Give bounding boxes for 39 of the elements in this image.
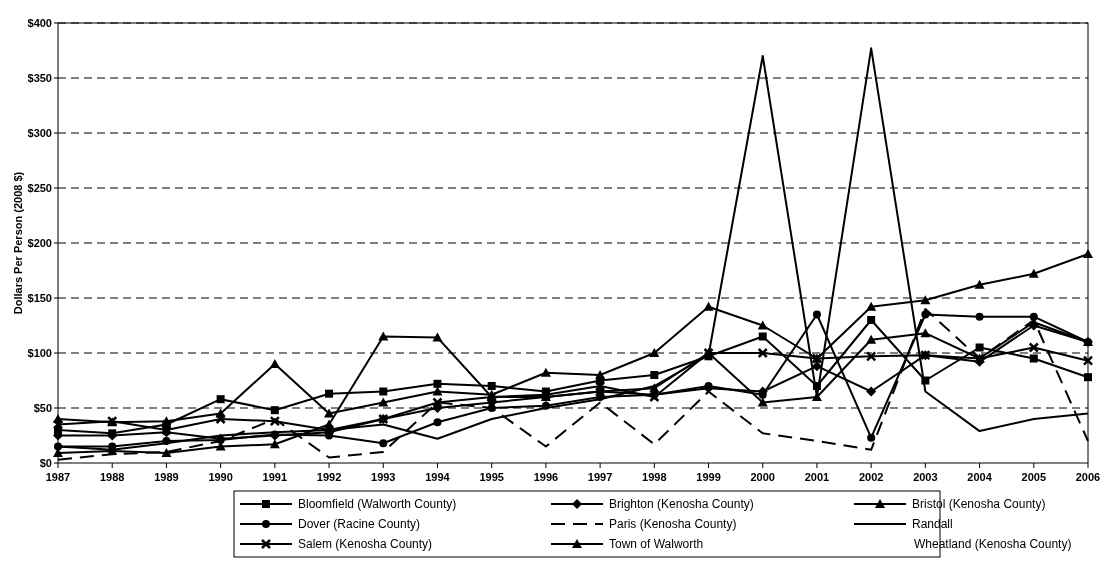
legend-label: Bloomfield (Walworth County) xyxy=(298,497,457,512)
x-tick-label: 1989 xyxy=(154,471,179,483)
y-tick-label: $100 xyxy=(27,346,52,359)
y-tick-label: $0 xyxy=(39,456,52,469)
legend-label: Dover (Racine County) xyxy=(298,517,421,532)
x-tick-label: 1994 xyxy=(425,471,451,483)
x-tick-label: 2000 xyxy=(750,471,775,483)
y-axis-title: Dollars Per Person (2008 $) xyxy=(12,171,24,315)
legend-label: Brighton (Kenosha County) xyxy=(609,497,754,512)
x-tick-label: 1997 xyxy=(587,471,613,483)
x-tick-label: 1990 xyxy=(208,471,233,483)
y-tick-label: $400 xyxy=(27,16,52,29)
x-tick-label: 1999 xyxy=(696,471,721,483)
x-tick-label: 1995 xyxy=(479,471,504,483)
text: Wheatland (Kenosha County) xyxy=(914,537,1072,552)
legend-label: Salem (Kenosha County) xyxy=(298,537,433,552)
x-tick-label: 1988 xyxy=(99,471,125,483)
x-tick-label: 2006 xyxy=(1075,471,1101,483)
x-tick-label: 1993 xyxy=(371,471,396,483)
x-tick-label: 1992 xyxy=(316,471,342,483)
x-tick-label: 1996 xyxy=(533,471,559,483)
x-tick-label: 2003 xyxy=(913,471,938,483)
legend-label: Randall xyxy=(912,517,953,532)
y-tick-label: $200 xyxy=(27,236,52,249)
y-tick-label: $250 xyxy=(27,181,52,194)
y-tick-label: $350 xyxy=(27,71,52,84)
x-tick-label: 1998 xyxy=(642,471,667,483)
x-tick-label: 2002 xyxy=(858,471,884,483)
y-tick-label: $150 xyxy=(27,291,52,304)
x-tick-label: 1987 xyxy=(45,471,71,483)
x-tick-label: 2004 xyxy=(967,471,993,483)
legend-label: Bristol (Kenosha County) xyxy=(912,497,1046,512)
x-tick-label: 2001 xyxy=(804,471,830,483)
x-tick-label: 2005 xyxy=(1021,471,1047,483)
x-tick-label: 1991 xyxy=(262,471,288,483)
y-tick-label: $300 xyxy=(27,126,52,139)
legend-label: Paris (Kenosha County) xyxy=(609,517,737,532)
y-tick-label: $50 xyxy=(33,401,52,414)
legend-label: Town of Walworth xyxy=(609,537,704,552)
